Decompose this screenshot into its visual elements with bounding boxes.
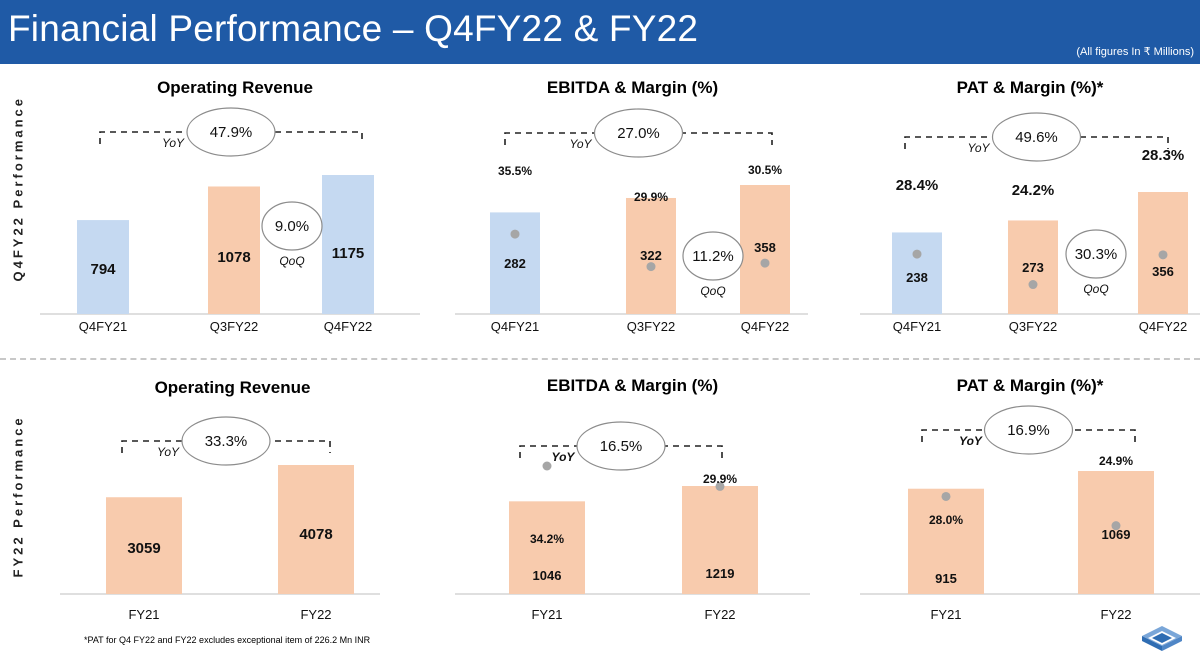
panel-bottom-right: PAT & Margin (%)* (860, 368, 1200, 630)
company-logo (1142, 626, 1182, 651)
header-bar: Financial Performance – Q4FY22 & FY22 (A… (0, 0, 1200, 64)
page-title: Financial Performance – Q4FY22 & FY22 (8, 8, 699, 49)
panel-title: PAT & Margin (%)* (956, 78, 1104, 97)
footnote: *PAT for Q4 FY22 and FY22 excludes excep… (84, 635, 371, 645)
panel-bottom-middle: EBITDA & Margin (%) (455, 368, 810, 630)
panel-title: Operating Revenue (157, 78, 313, 97)
panel-title: Operating Revenue (154, 378, 311, 397)
panel-title: EBITDA & Margin (%) (546, 376, 719, 395)
panel-top-right: PAT & Margin (%)* (860, 72, 1200, 334)
units-note: (All figures In ₹ Millions) (1076, 46, 1194, 58)
section-divider (0, 358, 1200, 360)
side-label-bottom: FY22 Performance (10, 415, 26, 578)
panel-top-left: Operating Revenue (40, 72, 430, 334)
panel-top-middle: EBITDA & Margin (%) (455, 72, 810, 334)
panel-title: EBITDA & Margin (%) (546, 78, 719, 97)
panel-title: PAT & Margin (%)* (956, 376, 1104, 395)
panel-bottom-left: Operating Revenue (60, 368, 405, 630)
side-label-top: Q4FY22 Performance (10, 95, 26, 282)
